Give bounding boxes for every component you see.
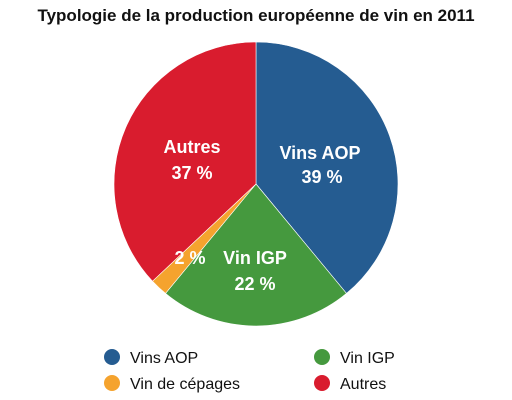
slice-percent-vin-de-cepages: 2 % — [174, 248, 205, 268]
slice-percent-vin-igp: 22 % — [234, 274, 275, 294]
legend-label-vins-aop: Vins AOP — [130, 350, 198, 367]
legend-marker-vin-igp — [314, 349, 330, 365]
pie-slice-vin-igp — [165, 183, 347, 327]
legend-marker-vin-de-cepages — [104, 375, 120, 391]
slice-percent-vins-aop: 39 % — [301, 167, 342, 187]
chart-title: Typologie de la production européenne de… — [37, 6, 475, 25]
pie-slice-vins-aop — [255, 41, 399, 294]
legend: Vins AOP Vin de cépages Vin IGP Autres — [104, 349, 395, 393]
legend-marker-vins-aop — [104, 349, 120, 365]
pie-slice-autres — [113, 41, 257, 282]
slice-percent-autres: 37 % — [171, 163, 212, 183]
legend-label-autres: Autres — [340, 376, 386, 393]
slice-labels: Vins AOP 39 % Vin IGP 22 % 2 % Autres 37 % — [163, 137, 360, 294]
pie-slices — [113, 41, 399, 327]
legend-label-vin-de-cepages: Vin de cépages — [130, 376, 240, 393]
legend-label-vin-igp: Vin IGP — [340, 350, 395, 367]
legend-marker-autres — [314, 375, 330, 391]
slice-name-autres: Autres — [163, 137, 220, 157]
slice-name-vin-igp: Vin IGP — [223, 248, 287, 268]
slice-name-vins-aop: Vins AOP — [279, 143, 360, 163]
